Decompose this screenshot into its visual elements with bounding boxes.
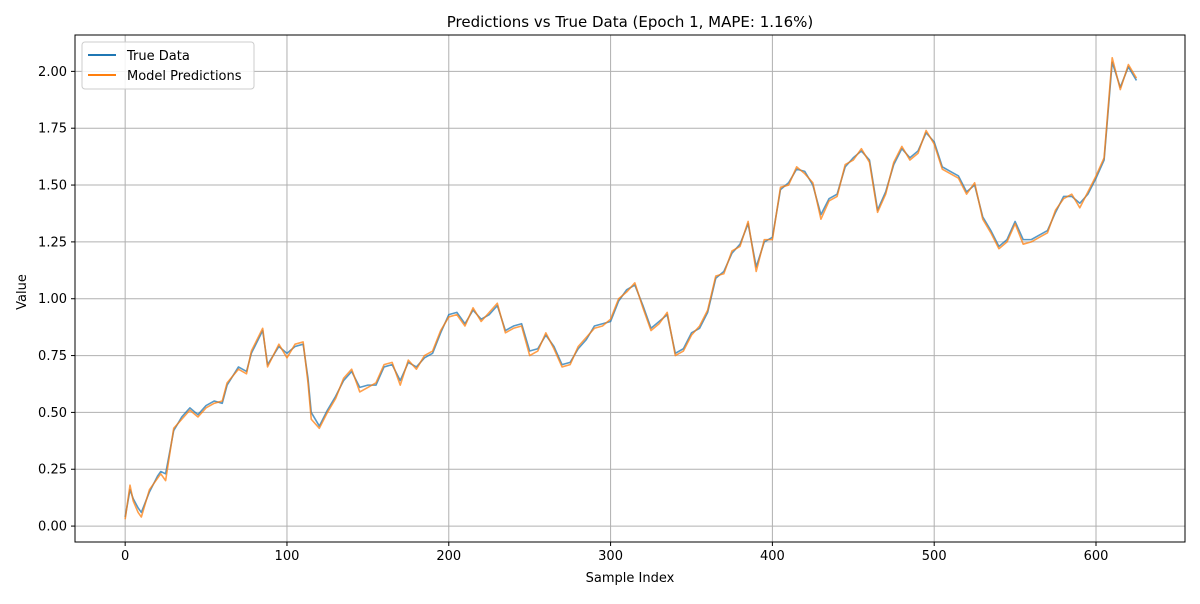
series-lines xyxy=(124,56,1138,520)
y-tick-label: 1.25 xyxy=(38,235,67,250)
grid xyxy=(75,35,1185,542)
legend-label-model-predictions: Model Predictions xyxy=(127,69,242,84)
x-tick-label: 600 xyxy=(1084,549,1109,564)
y-tick-label: 1.50 xyxy=(38,179,67,194)
y-tick-label: 0.00 xyxy=(38,520,67,535)
x-tick-label: 200 xyxy=(436,549,461,564)
y-tick-label: 2.00 xyxy=(38,65,67,80)
x-tick-label: 0 xyxy=(121,549,129,564)
y-tick-label: 1.75 xyxy=(38,122,67,137)
series-line-true-data xyxy=(124,61,1138,518)
legend-box xyxy=(81,41,255,90)
y-axis-label: Value xyxy=(15,274,30,310)
series-line-model-predictions xyxy=(124,56,1138,520)
chart-title: Predictions vs True Data (Epoch 1, MAPE:… xyxy=(447,13,813,31)
legend: True Data Model Predictions xyxy=(81,41,255,90)
y-tick-label: 0.75 xyxy=(38,349,67,364)
y-tick-label: 0.50 xyxy=(38,406,67,421)
x-axis-label: Sample Index xyxy=(586,571,675,586)
x-tick-label: 100 xyxy=(275,549,300,564)
x-tick-label: 400 xyxy=(760,549,785,564)
plot-frame xyxy=(74,34,1186,543)
y-tick-label: 0.25 xyxy=(38,463,67,478)
y-tick-label: 1.00 xyxy=(38,292,67,307)
legend-label-true-data: True Data xyxy=(126,49,190,64)
x-tick-label: 500 xyxy=(922,549,947,564)
axis-ticks: 0 100 200 300 400 500 600 0.00 0.25 0.50 0.75 1.00 1… xyxy=(38,65,1108,564)
x-tick-label: 300 xyxy=(598,549,623,564)
